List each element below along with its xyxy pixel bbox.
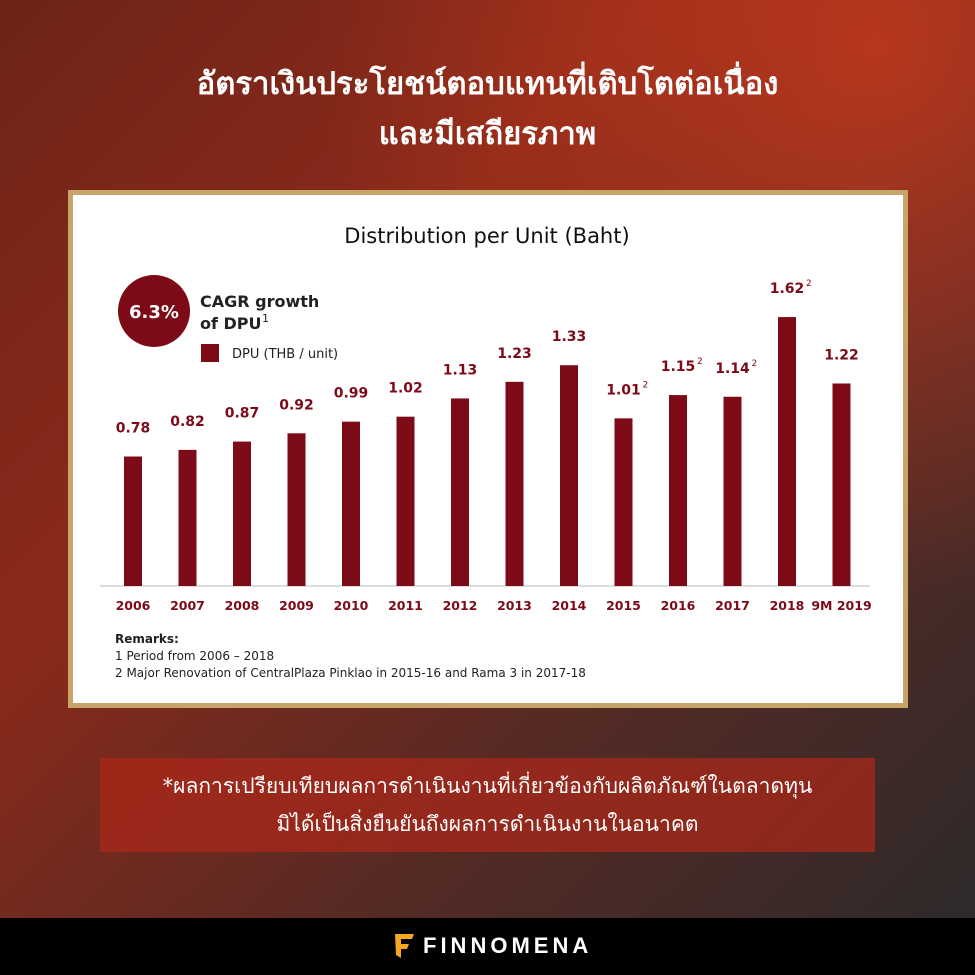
x-tick-label: 2008 — [225, 598, 260, 613]
x-tick-label: 2009 — [279, 598, 314, 613]
data-label: 0.92 — [279, 397, 314, 413]
data-label: 1.13 — [443, 362, 478, 378]
data-label-footnote: 2 — [752, 359, 758, 369]
footer — [0, 918, 975, 975]
bar-2010 — [342, 421, 360, 586]
data-label: 1.62 — [770, 281, 805, 297]
bar-2012 — [451, 398, 469, 586]
x-tick-label: 2011 — [388, 598, 423, 613]
disclaimer-line2: มิได้เป็นสิ่งยืนยันถึงผลการดำเนินงานในอน… — [276, 812, 699, 836]
data-label-footnote: 2 — [806, 279, 812, 289]
headline-line1: อัตราเงินประโยชน์ตอบแทนที่เติบโตต่อเนื่อ… — [196, 66, 779, 102]
data-label: 1.14 — [715, 361, 750, 377]
bar-2007 — [178, 449, 197, 586]
bar-2013 — [505, 381, 524, 586]
cagr-badge — [118, 275, 190, 347]
legend-label: DPU (THB / unit) — [232, 347, 338, 362]
chart-frame — [68, 190, 908, 708]
chart-title: Distribution per Unit (Baht) — [344, 224, 629, 248]
remark-item: 1 Period from 2006 – 2018 — [115, 649, 274, 663]
x-tick-label: 2016 — [661, 598, 696, 613]
finnomena-logo: FINNOMENA — [393, 933, 592, 959]
data-label: 1.02 — [388, 381, 423, 397]
finnomena-f-icon — [395, 934, 414, 958]
x-tick-label: 9M 2019 — [811, 598, 871, 613]
brand-name: FINNOMENA — [423, 933, 593, 958]
remark-item: 2 Major Renovation of CentralPlaza Pinkl… — [115, 666, 586, 680]
bar-2015 — [614, 418, 633, 586]
disclaimer: *ผลการเปรียบเทียบผลการดำเนินงานที่เกี่ยว… — [100, 758, 875, 852]
x-tick-label: 2007 — [170, 598, 205, 613]
bar-2006 — [124, 456, 142, 586]
x-tick-label: 2006 — [116, 598, 151, 613]
cagr-value: 6.3% — [129, 302, 179, 323]
x-tick-label: 2012 — [443, 598, 478, 613]
x-tick-label: 2018 — [770, 598, 805, 613]
data-label: 1.33 — [552, 329, 587, 345]
legend-swatch — [201, 344, 219, 362]
bar-2009 — [287, 433, 306, 586]
data-label: 1.22 — [824, 347, 859, 363]
data-label: 1.15 — [661, 359, 696, 375]
x-tick-label: 2013 — [497, 598, 532, 613]
cagr-label-line1: CAGR growth — [200, 292, 319, 311]
bar-2008 — [233, 441, 251, 586]
data-label: 0.99 — [334, 386, 369, 402]
x-tick-label: 2015 — [606, 598, 641, 613]
cagr-label-line2: of DPU — [200, 314, 262, 333]
x-tick-label: 2010 — [334, 598, 369, 613]
data-label: 0.87 — [225, 406, 260, 422]
bar-2018 — [778, 317, 796, 586]
bar-2016 — [669, 395, 687, 586]
bar-2014 — [560, 365, 578, 586]
headline-line2: และมีเสถียรภาพ — [378, 116, 597, 152]
data-label: 1.23 — [497, 346, 532, 362]
data-label: 1.01 — [606, 382, 641, 398]
data-label-footnote: 2 — [697, 357, 703, 367]
bar-2011 — [396, 416, 415, 586]
bar-9M-2019 — [832, 383, 851, 586]
bar-2017 — [723, 396, 742, 586]
data-label: 0.78 — [116, 421, 151, 437]
remarks-heading: Remarks: — [115, 632, 179, 646]
data-label-footnote: 2 — [643, 380, 649, 390]
x-tick-label: 2017 — [715, 598, 750, 613]
data-label: 0.82 — [170, 414, 205, 430]
disclaimer-line1: *ผลการเปรียบเทียบผลการดำเนินงานที่เกี่ยว… — [162, 774, 813, 798]
x-tick-label: 2014 — [552, 598, 587, 613]
cagr-footnote-mark: 1 — [262, 312, 269, 325]
